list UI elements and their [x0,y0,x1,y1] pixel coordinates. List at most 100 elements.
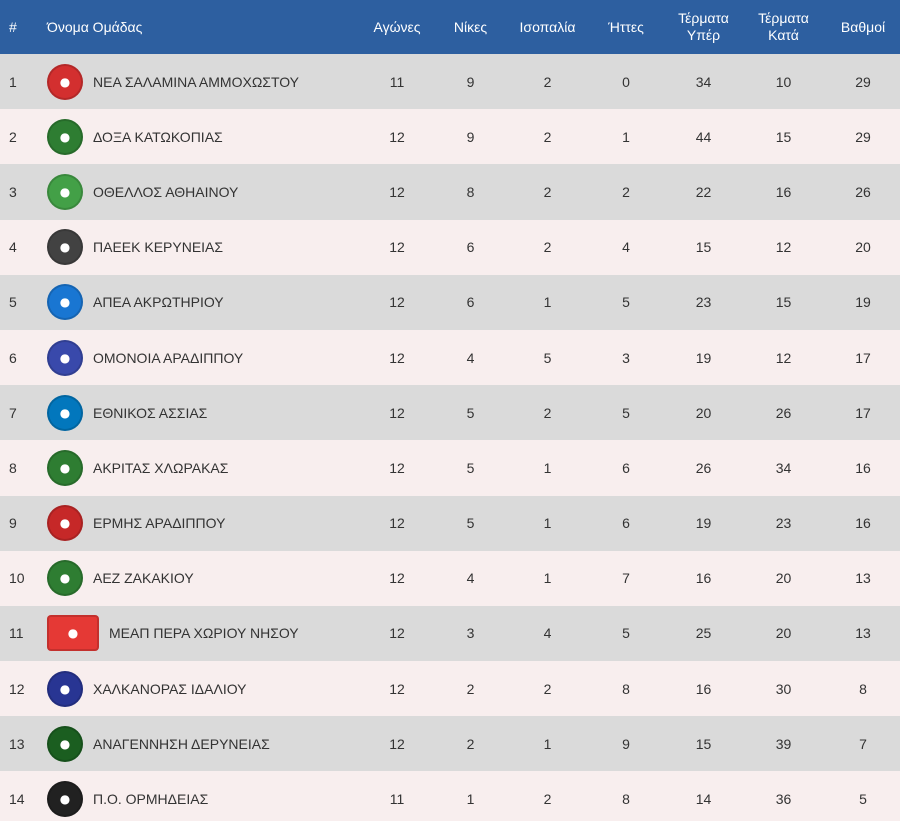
team-name-link[interactable]: Π.Ο. ΟΡΜΗΔΕΙΑΣ [93,791,209,808]
team-name-link[interactable]: ΑΚΡΙΤΑΣ ΧΛΩΡΑΚΑΣ [93,459,229,476]
ormideia-crest-icon: ● [47,781,83,818]
played-cell: 11 [389,73,405,90]
team-cell: ● ΝΕΑ ΣΑΛΑΜΙΝΑ ΑΜΜΟΧΩΣΤΟΥ [42,54,362,109]
table-row[interactable]: 3 ● ΟΘΕΛΛΟΣ ΑΘΗΑΙΝΟΥ 12 8 2 2 22 16 26 [0,164,900,220]
draws-cell: 1 [543,735,552,752]
draws-cell: 2 [543,791,552,808]
team-cell: ● ΑΚΡΙΤΑΣ ΧΛΩΡΑΚΑΣ [42,440,362,495]
played-cell: 11 [389,791,405,808]
losses-cell: 5 [622,404,630,421]
points-cell: 5 [859,791,867,808]
nea-salamina-crest-icon: ● [47,63,83,100]
points-cell: 19 [855,294,871,311]
team-name-link[interactable]: ΑΝΑΓΕΝΝΗΣΗ ΔΕΡΥΝΕΙΑΣ [93,735,270,752]
goals-for-cell: 14 [695,791,712,808]
team-cell: ● ΔΟΞΑ ΚΑΤΩΚΟΠΙΑΣ [42,109,362,164]
goals-against-cell: 30 [775,680,792,697]
goals-against-cell: 23 [775,515,792,532]
table-row[interactable]: 7 ● ΕΘΝΙΚΟΣ ΑΣΣΙΑΣ 12 5 2 5 20 26 17 [0,385,900,441]
table-row[interactable]: 9 ● ΕΡΜΗΣ ΑΡΑΔΙΠΠΟΥ 12 5 1 6 19 23 16 [0,495,900,551]
table-row[interactable]: 14 ● Π.Ο. ΟΡΜΗΔΕΙΑΣ 11 1 2 8 14 36 5 [0,771,900,821]
goals-against-cell: 20 [775,570,792,587]
played-cell: 12 [389,349,405,366]
team-name-link[interactable]: ΧΑΛΚΑΝΟΡΑΣ ΙΔΑΛΙΟΥ [93,680,247,697]
losses-cell: 4 [622,239,630,256]
draws-cell: 2 [543,183,552,200]
header-rank: # [9,18,17,35]
points-cell: 29 [855,128,871,145]
header-goals-for-line1: Τέρματα [678,10,729,26]
standings-header: # Όνομα Ομάδας Αγώνες Νίκες Ισοπαλία Ήττ… [0,0,900,54]
team-cell: ● ΧΑΛΚΑΝΟΡΑΣ ΙΔΑΛΙΟΥ [42,661,362,716]
team-name-link[interactable]: ΔΟΞΑ ΚΑΤΩΚΟΠΙΑΣ [93,128,223,145]
played-cell: 12 [389,239,405,256]
table-row[interactable]: 5 ● ΑΠΕΑ ΑΚΡΩΤΗΡΙΟΥ 12 6 1 5 23 15 19 [0,274,900,330]
table-row[interactable]: 13 ● ΑΝΑΓΕΝΝΗΣΗ ΔΕΡΥΝΕΙΑΣ 12 2 1 9 15 39 7 [0,716,900,772]
table-row[interactable]: 10 ● ΑΕΖ ΖΑΚΑΚΙΟΥ 12 4 1 7 16 20 13 [0,550,900,606]
team-cell: ● ΕΡΜΗΣ ΑΡΑΔΙΠΠΟΥ [42,496,362,551]
goals-against-cell: 16 [775,183,792,200]
table-row[interactable]: 6 ● ΟΜΟΝΟΙΑ ΑΡΑΔΙΠΠΟΥ 12 4 5 3 19 12 17 [0,329,900,386]
losses-cell: 6 [622,515,630,532]
team-info[interactable]: ● ΑΚΡΙΤΑΣ ΧΛΩΡΑΚΑΣ [47,449,358,486]
team-info[interactable]: ● ΕΡΜΗΣ ΑΡΑΔΙΠΠΟΥ [47,505,358,542]
team-name-link[interactable]: ΕΡΜΗΣ ΑΡΑΔΙΠΠΟΥ [93,515,226,532]
team-info[interactable]: ● ΑΠΕΑ ΑΚΡΩΤΗΡΙΟΥ [47,284,358,321]
wins-cell: 2 [466,680,475,697]
goals-for-cell: 15 [695,735,712,752]
played-cell: 12 [389,625,405,642]
header-played: Αγώνες [373,18,421,35]
team-name-link[interactable]: ΕΘΝΙΚΟΣ ΑΣΣΙΑΣ [93,404,208,421]
losses-cell: 0 [622,73,630,90]
paeek-crest-icon: ● [47,229,83,266]
team-info[interactable]: ● ΝΕΑ ΣΑΛΑΜΙΝΑ ΑΜΜΟΧΩΣΤΟΥ [47,63,358,100]
losses-cell: 8 [622,680,630,697]
team-info[interactable]: ● ΟΜΟΝΟΙΑ ΑΡΑΔΙΠΠΟΥ [47,339,358,376]
table-row[interactable]: 4 ● ΠΑΕΕΚ ΚΕΡΥΝΕΙΑΣ 12 6 2 4 15 12 20 [0,219,900,275]
rank-cell: 9 [9,515,17,532]
team-name-link[interactable]: ΑΠΕΑ ΑΚΡΩΤΗΡΙΟΥ [93,294,224,311]
draws-cell: 2 [543,239,552,256]
points-cell: 29 [855,73,871,90]
team-info[interactable]: ● ΑΝΑΓΕΝΝΗΣΗ ΔΕΡΥΝΕΙΑΣ [47,725,358,762]
apea-crest-icon: ● [47,284,83,321]
played-cell: 12 [389,183,405,200]
wins-cell: 8 [466,183,475,200]
goals-for-cell: 22 [695,183,712,200]
rank-cell: 2 [9,128,17,145]
table-row[interactable]: 12 ● ΧΑΛΚΑΝΟΡΑΣ ΙΔΑΛΙΟΥ 12 2 2 8 16 30 8 [0,661,900,717]
team-info[interactable]: ● ΧΑΛΚΑΝΟΡΑΣ ΙΔΑΛΙΟΥ [47,670,358,707]
team-info[interactable]: ● ΟΘΕΛΛΟΣ ΑΘΗΑΙΝΟΥ [47,173,358,210]
played-cell: 12 [389,404,405,421]
wins-cell: 3 [466,625,475,642]
table-row[interactable]: 11 ● ΜΕΑΠ ΠΕΡΑ ΧΩΡΙΟΥ ΝΗΣΟΥ 12 3 4 5 25 20 13 [0,605,900,662]
team-name-link[interactable]: ΜΕΑΠ ΠΕΡΑ ΧΩΡΙΟΥ ΝΗΣΟΥ [109,625,299,642]
team-info[interactable]: ● ΜΕΑΠ ΠΕΡΑ ΧΩΡΙΟΥ ΝΗΣΟΥ [47,615,358,652]
rank-cell: 11 [9,625,24,642]
team-info[interactable]: ● ΔΟΞΑ ΚΑΤΩΚΟΠΙΑΣ [47,118,358,155]
losses-cell: 3 [622,349,630,366]
akritas-crest-icon: ● [47,449,83,486]
team-info[interactable]: ● ΠΑΕΕΚ ΚΕΡΥΝΕΙΑΣ [47,229,358,266]
header-draws: Ισοπαλία [519,18,576,35]
team-name-link[interactable]: ΟΜΟΝΟΙΑ ΑΡΑΔΙΠΠΟΥ [93,349,244,366]
team-info[interactable]: ● ΑΕΖ ΖΑΚΑΚΙΟΥ [47,560,358,597]
draws-cell: 2 [543,73,552,90]
goals-against-cell: 10 [775,73,792,90]
team-name-link[interactable]: ΠΑΕΕΚ ΚΕΡΥΝΕΙΑΣ [93,239,224,256]
goals-for-cell: 19 [695,515,712,532]
table-row[interactable]: 1 ● ΝΕΑ ΣΑΛΑΜΙΝΑ ΑΜΜΟΧΩΣΤΟΥ 11 9 2 0 34 10 29 [0,54,900,110]
meap-crest-icon: ● [47,615,99,652]
team-info[interactable]: ● ΕΘΝΙΚΟΣ ΑΣΣΙΑΣ [47,394,358,431]
team-name-link[interactable]: ΑΕΖ ΖΑΚΑΚΙΟΥ [93,570,194,587]
team-name-link[interactable]: ΟΘΕΛΛΟΣ ΑΘΗΑΙΝΟΥ [93,183,239,200]
header-losses: Ήττες [608,18,644,35]
table-row[interactable]: 2 ● ΔΟΞΑ ΚΑΤΩΚΟΠΙΑΣ 12 9 2 1 44 15 29 [0,109,900,165]
team-name-link[interactable]: ΝΕΑ ΣΑΛΑΜΙΝΑ ΑΜΜΟΧΩΣΤΟΥ [93,73,300,90]
losses-cell: 6 [622,459,630,476]
team-cell: ● ΜΕΑΠ ΠΕΡΑ ΧΩΡΙΟΥ ΝΗΣΟΥ [42,606,362,661]
team-info[interactable]: ● Π.Ο. ΟΡΜΗΔΕΙΑΣ [47,781,358,818]
table-row[interactable]: 8 ● ΑΚΡΙΤΑΣ ΧΛΩΡΑΚΑΣ 12 5 1 6 26 34 16 [0,440,900,496]
header-goals-for: Τέρματα Υπέρ [666,0,741,54]
